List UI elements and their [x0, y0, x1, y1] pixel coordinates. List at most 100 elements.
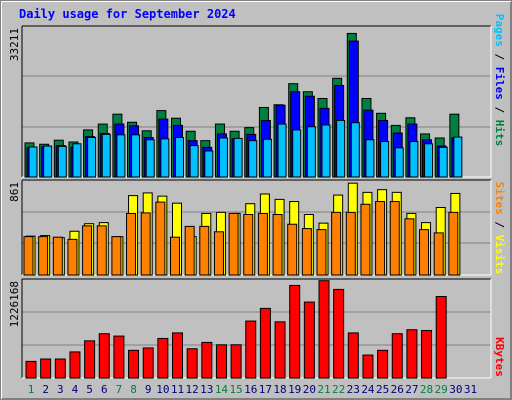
- sites-bar: [126, 212, 137, 276]
- sites-bar: [345, 211, 356, 276]
- kbytes-bar: [391, 333, 403, 379]
- sites-bar: [82, 225, 93, 276]
- x-tick-label: 31: [464, 383, 477, 396]
- x-tick-label: 23: [347, 383, 360, 396]
- sites-bar: [331, 211, 342, 276]
- pages-bar: [145, 139, 155, 178]
- legend-pages-files-hits: Pages / Files / Hits: [493, 14, 506, 147]
- y-axis-max-label: 1226168: [8, 281, 21, 327]
- kbytes-bar: [333, 288, 345, 379]
- legend-part: Hits: [493, 120, 506, 147]
- sites-bar: [389, 201, 400, 276]
- x-tick-label: 8: [130, 383, 137, 396]
- pages-bar: [116, 134, 126, 178]
- pages-bar: [438, 146, 448, 178]
- legend-sites-visits: Sites / Visits: [493, 182, 506, 275]
- x-tick-label: 1: [28, 383, 35, 396]
- x-tick-label: 21: [317, 383, 330, 396]
- pages-bar: [72, 143, 82, 178]
- sites-bar: [257, 212, 268, 276]
- sites-bar: [184, 225, 195, 276]
- sites-bar: [52, 236, 63, 276]
- x-tick-label: 7: [116, 383, 123, 396]
- kbytes-bar: [128, 349, 140, 379]
- kbytes-bar: [274, 321, 286, 379]
- x-tick-label: 29: [435, 383, 448, 396]
- sites-bar: [111, 236, 122, 276]
- x-tick-label: 14: [215, 383, 229, 396]
- pages-bar: [277, 123, 287, 178]
- sites-bar: [301, 228, 312, 276]
- legend-part: KBytes: [493, 337, 506, 377]
- sites-bar: [433, 232, 444, 276]
- x-tick-label: 24: [361, 383, 375, 396]
- kbytes-bar: [142, 347, 154, 379]
- sites-bar: [448, 211, 459, 276]
- kbytes-bar: [186, 348, 198, 379]
- sites-bar: [140, 212, 151, 276]
- pages-bar: [87, 137, 97, 178]
- sites-bar: [23, 236, 34, 276]
- sites-bar: [375, 201, 386, 276]
- pages-bar: [160, 138, 170, 178]
- sites-bar: [272, 214, 283, 276]
- x-tick-label: 4: [72, 383, 79, 396]
- kbytes-bar: [347, 332, 359, 379]
- pages-bar: [101, 133, 111, 178]
- panel-1: [21, 25, 492, 178]
- x-tick-label: 18: [273, 383, 286, 396]
- legend-part: Pages: [493, 14, 506, 47]
- sites-bar: [199, 225, 210, 276]
- pages-bar: [336, 119, 346, 178]
- x-tick-label: 27: [405, 383, 418, 396]
- pages-bar: [453, 136, 463, 178]
- chart-title: Daily usage for September 2024: [19, 7, 236, 21]
- x-tick-label: 22: [332, 383, 345, 396]
- kbytes-bar: [435, 296, 447, 379]
- sites-bar: [404, 218, 415, 276]
- kbytes-bar: [318, 280, 330, 379]
- pages-bar: [43, 145, 53, 178]
- pages-bar: [262, 138, 272, 178]
- pages-bar: [218, 137, 228, 178]
- pages-bar: [350, 122, 360, 178]
- pages-bar: [248, 140, 258, 178]
- x-tick-label: 16: [244, 383, 257, 396]
- sites-bar: [213, 231, 224, 276]
- pages-bar: [28, 146, 38, 178]
- legend-part: /: [493, 215, 506, 235]
- pages-bar: [424, 143, 434, 178]
- sites-bar: [287, 223, 298, 276]
- pages-bar: [365, 139, 375, 178]
- x-tick-label: 10: [156, 383, 169, 396]
- x-tick-label: 2: [42, 383, 49, 396]
- kbytes-bar: [113, 335, 125, 379]
- kbytes-bar: [201, 341, 213, 379]
- kbytes-bar: [40, 358, 52, 379]
- y-axis-max-label: 33211: [8, 28, 21, 61]
- x-tick-label: 28: [420, 383, 433, 396]
- sites-bar: [419, 229, 430, 276]
- pages-bar: [409, 141, 419, 178]
- x-tick-label: 20: [303, 383, 316, 396]
- x-tick-label: 17: [259, 383, 272, 396]
- pages-bar: [175, 137, 184, 178]
- legend-kbytes: KBytes: [493, 337, 506, 377]
- kbytes-bar: [230, 344, 242, 379]
- pages-bar: [204, 150, 214, 178]
- pages-bar: [233, 137, 243, 178]
- kbytes-bar: [259, 307, 271, 379]
- kbytes-bar: [54, 358, 66, 379]
- kbytes-bar: [362, 354, 374, 379]
- x-tick-label: 9: [145, 383, 152, 396]
- pages-bar: [380, 141, 390, 178]
- x-tick-label: 3: [57, 383, 64, 396]
- kbytes-bar: [172, 332, 183, 379]
- x-tick-label: 6: [101, 383, 108, 396]
- sites-bar: [228, 212, 239, 276]
- kbytes-bar: [289, 284, 301, 379]
- kbytes-bar: [84, 340, 96, 379]
- kbytes-bar: [157, 337, 169, 379]
- legend-part: /: [493, 47, 506, 67]
